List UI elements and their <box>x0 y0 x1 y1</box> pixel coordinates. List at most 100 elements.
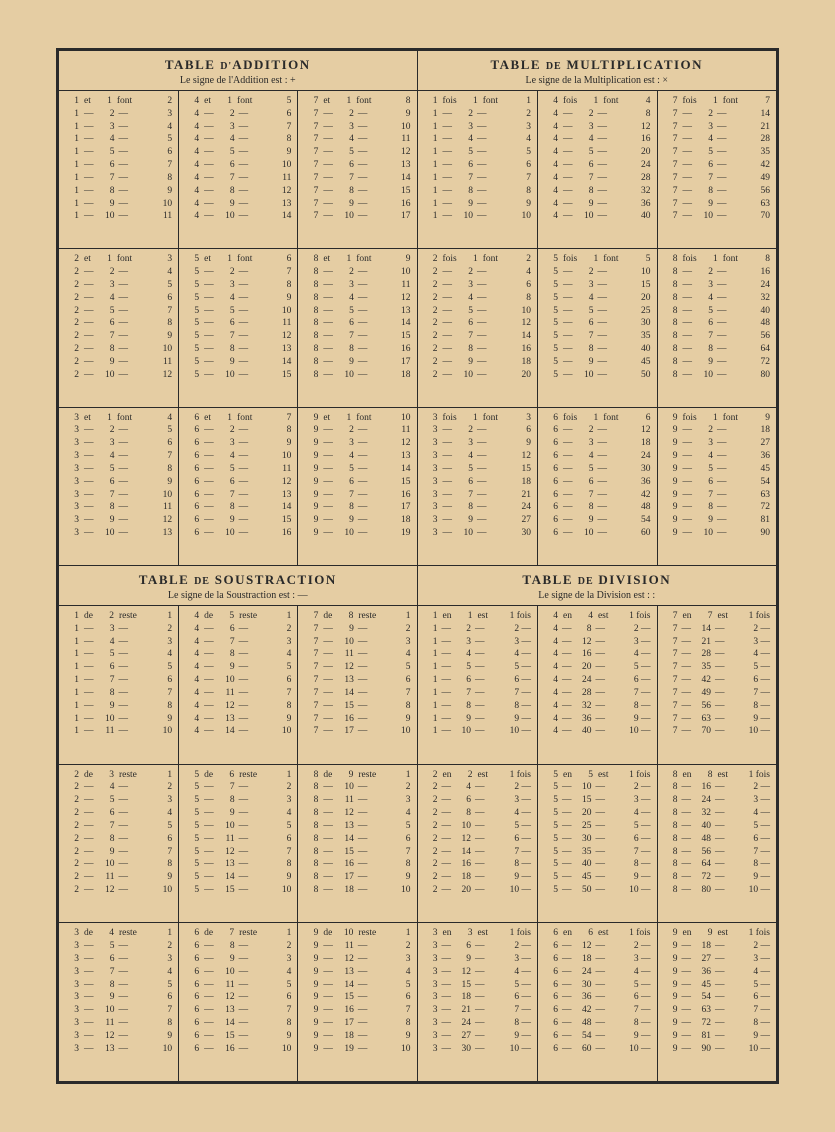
table-row: 1—6—5 <box>63 661 174 674</box>
blocks-row: 3fois1font33—2—63—3—93—4—123—5—153—6—183… <box>418 407 777 565</box>
table-row: 3—9—27 <box>422 514 534 527</box>
table-row: 1—10—10 — <box>422 725 534 738</box>
table-row: 7—3—10 <box>302 121 412 134</box>
table-row: 6—14—8 <box>183 1017 293 1030</box>
title-word: D' <box>220 61 232 72</box>
title-word: TABLE <box>522 572 573 587</box>
table-row: 3—12—9 <box>63 1030 174 1043</box>
table-row: 8—2—10 <box>302 266 412 279</box>
table-block: 5en5est1 fois5—10—2 —5—15—3 —5—20—4 —5—2… <box>537 765 657 923</box>
table-block: 4en4est1 fois4—8—2 —4—12—3 —4—16—4 —4—20… <box>537 606 657 764</box>
table-row: 9—54—6 — <box>662 991 773 1004</box>
table-row: 3—2—5 <box>63 424 174 437</box>
table-row: 3—3—9 <box>422 437 534 450</box>
table-row: 3—5—15 <box>422 463 534 476</box>
table-row: 5—8—13 <box>183 343 293 356</box>
table-row: 8—2—16 <box>662 266 773 279</box>
table-row: 1—4—3 <box>63 636 174 649</box>
table-row: 3—4—12 <box>422 450 534 463</box>
bottom-half: TABLE DE SOUSTRACTION Le signe de la Sou… <box>59 566 776 1081</box>
table-block: 3et1font43—2—53—3—63—4—73—5—83—6—93—7—10… <box>59 408 178 565</box>
table-row: 1—6—7 <box>63 159 174 172</box>
table-row: 5—7—35 <box>542 330 653 343</box>
table-row: 3—30—10 — <box>422 1043 534 1056</box>
table-row: 2—2—4 <box>422 266 534 279</box>
table-row: 8—6—48 <box>662 317 773 330</box>
blocks-row: 2de3reste12—4—22—5—32—6—42—7—52—8—62—9—7… <box>59 764 417 923</box>
title-word: DE <box>194 576 210 587</box>
table-block: 2et1font32—2—42—3—52—4—62—5—72—6—82—7—92… <box>59 249 178 406</box>
table-row: 6—60—10 — <box>542 1043 653 1056</box>
table-block: 1fois1font11—2—21—3—31—4—41—5—51—6—61—7—… <box>418 91 538 248</box>
table-row: 7—10—3 <box>302 636 412 649</box>
addition-subtitle: Le signe de l'Addition est : + <box>63 75 413 86</box>
subtraction-quadrant: TABLE DE SOUSTRACTION Le signe de la Sou… <box>59 566 418 1081</box>
table-row: 7—2—9 <box>302 108 412 121</box>
table-row: 8—7—56 <box>662 330 773 343</box>
division-title: TABLE DE DIVISION <box>422 572 773 588</box>
outer-frame: TABLE D'ADDITION Le signe de l'Addition … <box>56 48 779 1084</box>
table-row: 5—9—4 <box>183 807 293 820</box>
table-row: 3—6—9 <box>63 476 174 489</box>
table-row: 1—10—10 <box>422 210 534 223</box>
table-row: 9—27—3 — <box>662 953 773 966</box>
table-row: 7—3—21 <box>662 121 773 134</box>
table-row: 3—10—7 <box>63 1004 174 1017</box>
table-row: 7—7—49 <box>662 172 773 185</box>
table-row: 9—7—63 <box>662 489 773 502</box>
table-row: 3fois1font3 <box>422 412 534 425</box>
table-row: 4—2—8 <box>542 108 653 121</box>
table-row: 5—3—8 <box>183 279 293 292</box>
table-row: 3—9—6 <box>63 991 174 1004</box>
table-row: 5—8—40 <box>542 343 653 356</box>
multiplication-quadrant: TABLE DE MULTIPLICATION Le signe de la M… <box>418 51 777 565</box>
table-row: 5en5est1 fois <box>542 769 653 782</box>
table-row: 3—12—4 — <box>422 966 534 979</box>
table-row: 4—4—16 <box>542 133 653 146</box>
table-row: 2—12—6 — <box>422 833 534 846</box>
table-row: 2—6—4 <box>63 807 174 820</box>
table-row: 3—9—12 <box>63 514 174 527</box>
table-row: 8—13—5 <box>302 820 412 833</box>
table-block: 6en6est1 fois6—12—2 —6—18—3 —6—24—4 —6—3… <box>537 923 657 1081</box>
table-row: 3et1font4 <box>63 412 174 425</box>
table-row: 5de6reste1 <box>183 769 293 782</box>
table-row: 2—4—2 — <box>422 781 534 794</box>
table-row: 2—18—9 — <box>422 871 534 884</box>
table-row: 9—6—15 <box>302 476 412 489</box>
table-row: 7—13—6 <box>302 674 412 687</box>
table-row: 1—3—3 <box>422 121 534 134</box>
table-row: 9—8—72 <box>662 501 773 514</box>
title-word: MULTIPLICATION <box>566 57 703 72</box>
table-row: 8—4—12 <box>302 292 412 305</box>
subtraction-body: 1de2reste11—3—21—4—31—5—41—6—51—7—61—8—7… <box>59 606 417 1081</box>
table-row: 5et1font6 <box>183 253 293 266</box>
table-row: 4—8—4 <box>183 648 293 661</box>
table-row: 6—48—8 — <box>542 1017 653 1030</box>
table-row: 7—9—2 <box>302 623 412 636</box>
table-row: 7—42—6 — <box>662 674 773 687</box>
table-row: 7—10—17 <box>302 210 412 223</box>
table-row: 6—8—48 <box>542 501 653 514</box>
table-row: 5—35—7 — <box>542 846 653 859</box>
title-word: TABLE <box>490 57 541 72</box>
table-row: 7—9—16 <box>302 198 412 211</box>
table-row: 7—8—15 <box>302 185 412 198</box>
table-row: 5—30—6 — <box>542 833 653 846</box>
table-row: 4—8—32 <box>542 185 653 198</box>
table-row: 1—6—6 <box>422 159 534 172</box>
table-row: 2—3—5 <box>63 279 174 292</box>
table-block: 8et1font98—2—108—3—118—4—128—5—138—6—148… <box>297 249 416 406</box>
table-row: 5—2—7 <box>183 266 293 279</box>
table-block: 8de9reste18—10—28—11—38—12—48—13—58—14—6… <box>297 765 416 923</box>
multiplication-subtitle: Le signe de la Multiplication est : × <box>422 75 773 86</box>
table-row: 6et1font7 <box>183 412 293 425</box>
table-block: 3en3est1 fois3—6—2 —3—9—3 —3—12—4 —3—15—… <box>418 923 538 1081</box>
table-row: 1—9—10 <box>63 198 174 211</box>
table-row: 9et1font10 <box>302 412 412 425</box>
table-block: 7et1font87—2—97—3—107—4—117—5—127—6—137—… <box>297 91 416 248</box>
table-row: 8fois1font8 <box>662 253 773 266</box>
table-row: 3—24—8 — <box>422 1017 534 1030</box>
table-block: 2de3reste12—4—22—5—32—6—42—7—52—8—62—9—7… <box>59 765 178 923</box>
table-row: 1—8—8 <box>422 185 534 198</box>
